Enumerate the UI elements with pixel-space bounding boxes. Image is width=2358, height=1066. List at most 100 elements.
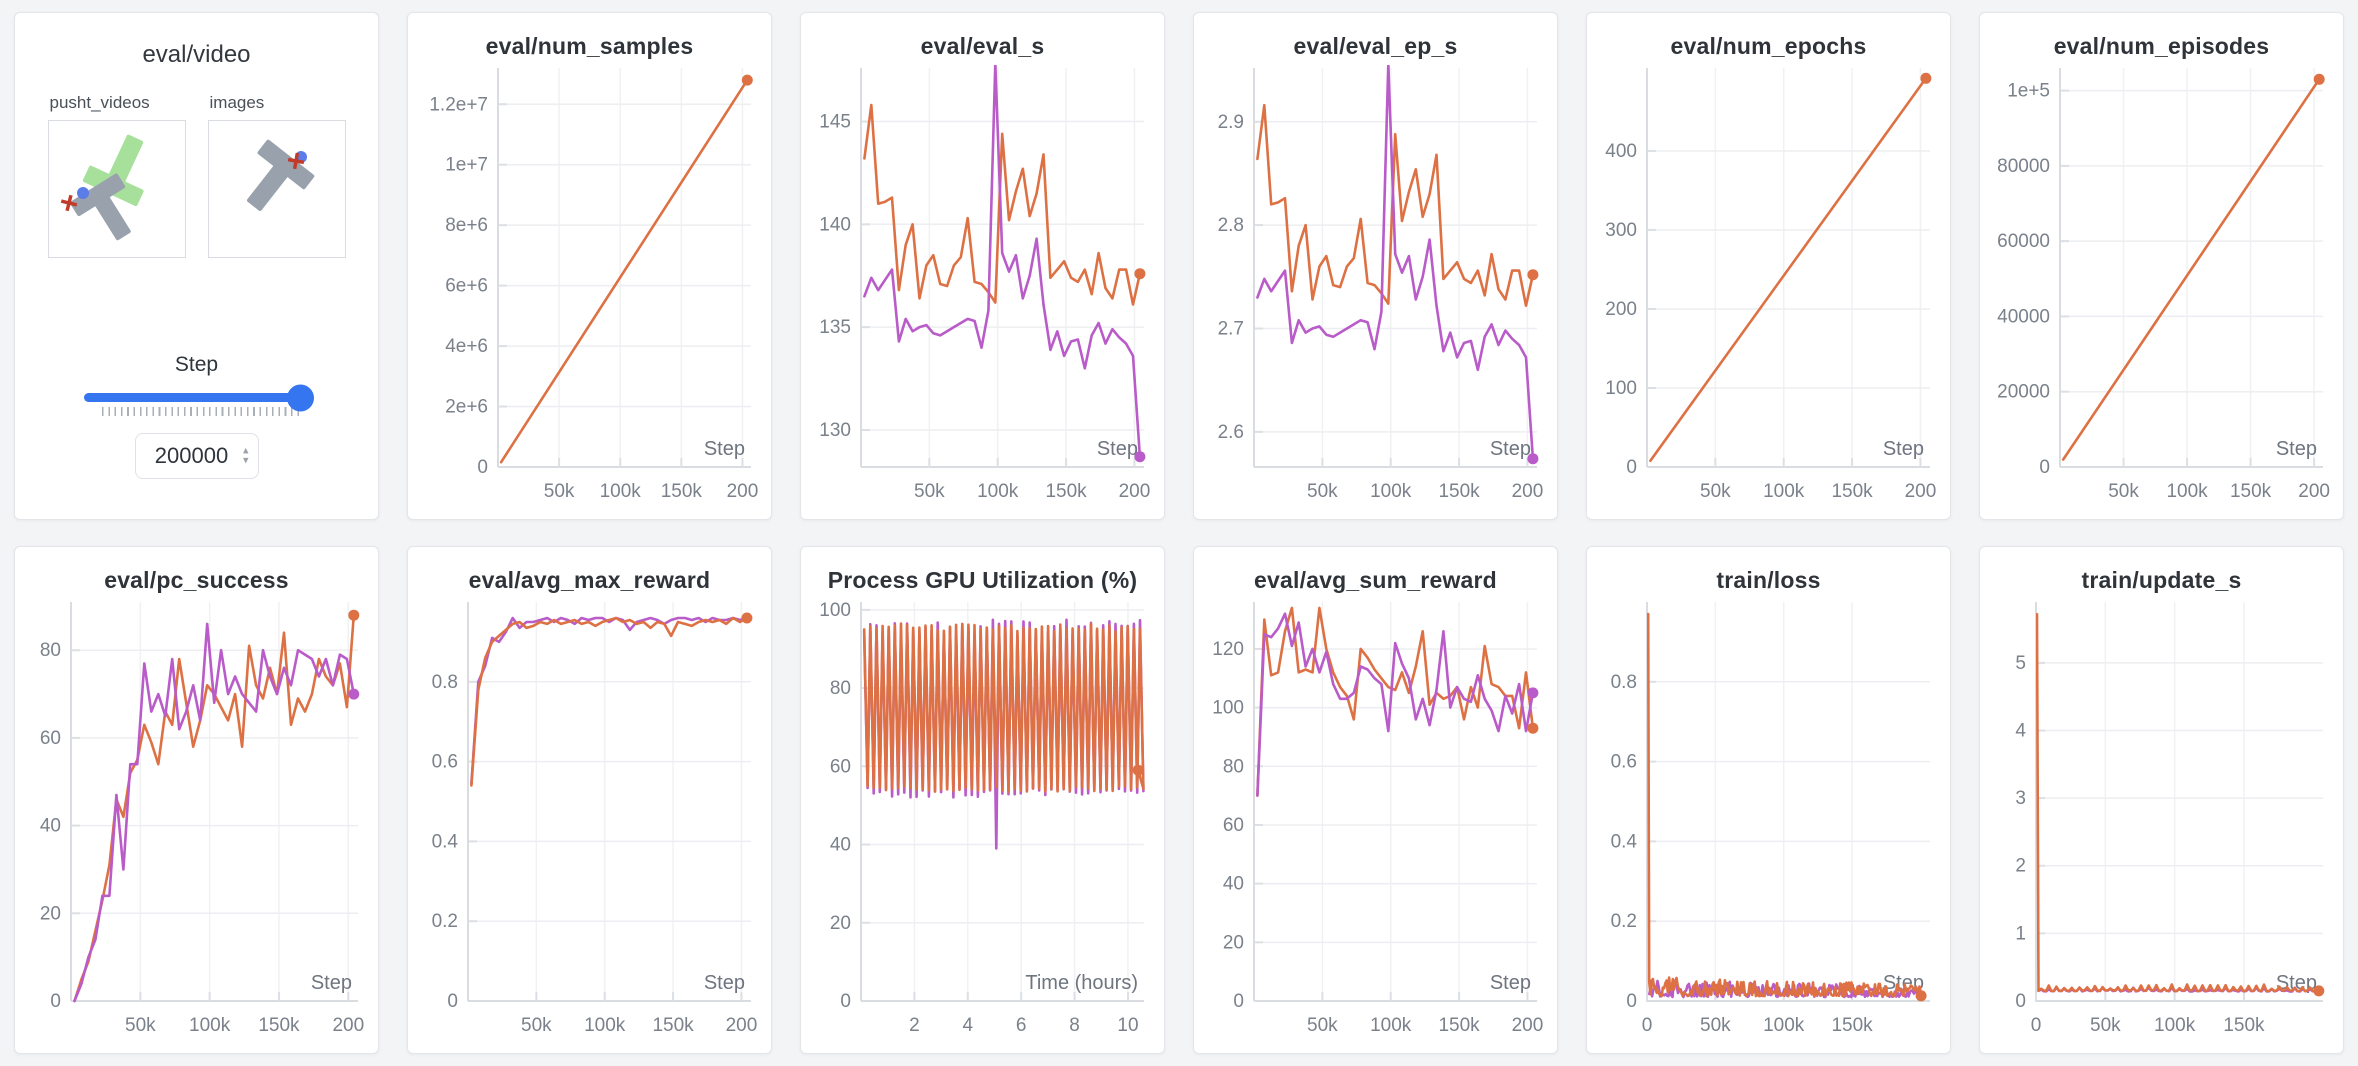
svg-text:10: 10 (1117, 1015, 1138, 1036)
svg-text:2e+6: 2e+6 (445, 397, 488, 418)
chart-title: eval/avg_max_reward (468, 567, 711, 593)
svg-text:0: 0 (477, 457, 488, 478)
chart-title: train/loss (1716, 567, 1821, 593)
svg-text:50k: 50k (1700, 1015, 1731, 1036)
svg-text:Step: Step (1883, 438, 1924, 460)
svg-text:1e+5: 1e+5 (2007, 81, 2050, 102)
panel-eval-video: eval/video pusht_videos (14, 12, 379, 520)
svg-text:2.6: 2.6 (1218, 422, 1244, 443)
svg-text:200: 200 (1512, 1015, 1544, 1036)
chart-title: eval/eval_ep_s (1293, 33, 1458, 59)
chart-plot-area[interactable]: 0 2e+6 4e+6 6e+6 8e+6 1e+7 1.2e+7 50k 100k 150k 20… (414, 62, 765, 518)
pusht-scene-icon (246, 139, 314, 211)
chart-plot-area[interactable]: 130 135 140 145 50k 100k 150k 200 Step (807, 62, 1158, 518)
svg-text:200: 200 (332, 1015, 364, 1036)
chart-plot-area[interactable]: 0 1 2 3 4 5 0 50k 100k 150k Step (1986, 596, 2337, 1052)
svg-text:0: 0 (50, 991, 61, 1012)
svg-text:80: 80 (40, 640, 61, 661)
svg-text:2.8: 2.8 (1218, 215, 1244, 236)
svg-text:8e+6: 8e+6 (445, 215, 488, 236)
chart-plot-area[interactable]: 0 100 200 300 400 50k 100k 150k 200 Step (1593, 62, 1944, 518)
svg-text:Step: Step (1490, 438, 1531, 460)
svg-text:100k: 100k (189, 1015, 231, 1036)
svg-text:50k: 50k (1307, 481, 1338, 502)
eval-image-frame[interactable] (207, 120, 346, 258)
svg-text:5: 5 (2015, 653, 2026, 674)
svg-text:40: 40 (830, 835, 851, 856)
chart-plot-area[interactable]: 0 20000 40000 60000 80000 1e+5 50k 100k 150k 200 S… (1986, 62, 2337, 518)
panel-eval-num-epochs: eval/num_epochs 0 100 200 300 400 50k 100k 150k… (1586, 12, 1951, 520)
svg-text:4: 4 (963, 1015, 974, 1036)
svg-text:100: 100 (1212, 698, 1244, 719)
svg-text:0: 0 (840, 991, 851, 1012)
chart-plot-area[interactable]: 0 20 40 60 80 100 2 4 6 8 10 Time (hours) (807, 596, 1158, 1052)
svg-text:120: 120 (1212, 639, 1244, 660)
svg-text:150k: 150k (661, 481, 703, 502)
svg-text:0.8: 0.8 (432, 672, 458, 693)
media-cell-images: images (207, 93, 346, 258)
svg-text:100k: 100k (1370, 1015, 1412, 1036)
step-slider-thumb[interactable] (286, 384, 314, 411)
svg-text:0.6: 0.6 (432, 752, 458, 773)
svg-text:80: 80 (830, 678, 851, 699)
svg-text:200: 200 (2298, 481, 2330, 502)
svg-text:2.7: 2.7 (1218, 318, 1244, 339)
svg-text:100k: 100k (584, 1015, 626, 1036)
step-control: Step 200000 ▴ ▾ (15, 353, 378, 479)
svg-text:20000: 20000 (1997, 382, 2050, 403)
svg-text:100k: 100k (1763, 1015, 1805, 1036)
pusht-video-frame[interactable] (47, 120, 186, 258)
svg-text:8: 8 (1069, 1015, 1080, 1036)
svg-text:400: 400 (1605, 141, 1637, 162)
svg-text:130: 130 (819, 420, 851, 441)
svg-text:0: 0 (1626, 457, 1637, 478)
panel-eval-eval-ep-s: eval/eval_ep_s 2.6 2.7 2.8 2.9 50k 100k 150k 20… (1193, 12, 1558, 520)
svg-text:150k: 150k (1438, 481, 1480, 502)
chart-plot-area[interactable]: 2.6 2.7 2.8 2.9 50k 100k 150k 200 Step (1200, 62, 1551, 518)
media-cell-pusht-videos: pusht_videos (47, 93, 186, 258)
svg-text:1e+7: 1e+7 (445, 155, 488, 176)
chart-title: eval/num_episodes (2053, 33, 2270, 59)
svg-text:100: 100 (819, 600, 851, 621)
chart-canvas: 0 20000 40000 60000 80000 1e+5 50k 100k 150k 200 S… (1997, 68, 2330, 502)
svg-text:60: 60 (40, 728, 61, 749)
svg-text:150k: 150k (1831, 1015, 1873, 1036)
chart-title: eval/avg_sum_reward (1254, 567, 1497, 593)
media-row: pusht_videos (15, 93, 378, 258)
chart-title: eval/num_epochs (1670, 33, 1867, 59)
svg-text:50k: 50k (544, 481, 575, 502)
chart-plot-area[interactable]: 0 0.2 0.4 0.6 0.8 0 50k 100k 150k Step (1593, 596, 1944, 1052)
chart-plot-area[interactable]: 0 20 40 60 80 100 120 50k 100k 150k 200 Step (1200, 596, 1551, 1052)
svg-text:20: 20 (830, 913, 851, 934)
svg-text:6e+6: 6e+6 (445, 276, 488, 297)
chart-title: eval/pc_success (104, 567, 289, 593)
chevron-up-icon[interactable]: ▴ (242, 444, 249, 457)
step-slider-track[interactable] (83, 384, 314, 411)
svg-text:200: 200 (1119, 481, 1151, 502)
svg-text:0.8: 0.8 (1611, 672, 1637, 693)
svg-text:200: 200 (726, 1015, 758, 1036)
svg-text:140: 140 (819, 214, 851, 235)
svg-text:150k: 150k (258, 1015, 300, 1036)
svg-text:150k: 150k (1438, 1015, 1480, 1036)
step-input-value[interactable]: 200000 (154, 443, 229, 468)
svg-text:1: 1 (2015, 923, 2026, 944)
chart-canvas: 0 20 40 60 80 100 120 50k 100k 150k 200 Step (1212, 602, 1544, 1036)
svg-text:0: 0 (2031, 1015, 2042, 1036)
svg-text:150k: 150k (652, 1015, 694, 1036)
svg-text:Time (hours): Time (hours) (1025, 972, 1138, 994)
step-input-spinners: ▴ ▾ (242, 444, 249, 467)
chart-plot-area[interactable]: 0 0.2 0.4 0.6 0.8 50k 100k 150k 200 Step (414, 596, 765, 1052)
svg-text:150k: 150k (1831, 481, 1873, 502)
step-slider[interactable] (83, 384, 314, 416)
svg-text:100k: 100k (2154, 1015, 2196, 1036)
svg-text:100k: 100k (2166, 481, 2208, 502)
step-slider-label: Step (174, 353, 219, 376)
step-input[interactable]: 200000 ▴ ▾ (134, 433, 259, 479)
pusht-scene-icon (60, 134, 144, 241)
chevron-down-icon[interactable]: ▾ (242, 454, 249, 467)
media-label: images (209, 93, 265, 112)
step-slider-ticks (101, 407, 300, 416)
chart-plot-area[interactable]: 0 20 40 60 80 50k 100k 150k 200 Step (21, 596, 372, 1052)
